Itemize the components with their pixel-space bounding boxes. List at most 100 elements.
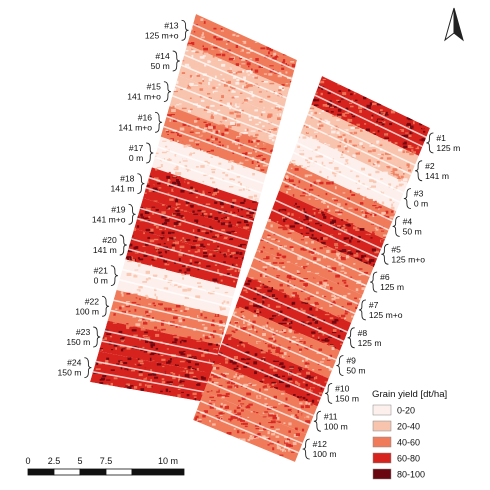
- left-plot-texture: [125, 227, 242, 289]
- scale-bar: 0 2.5 5 7.5 10 m: [25, 456, 185, 476]
- legend-swatch: [372, 452, 392, 464]
- left-plot-22: [107, 290, 228, 345]
- plot-treatment: 50 m: [151, 61, 170, 71]
- right-plot-label: #30 m: [403, 188, 428, 210]
- plot-id: #14: [155, 51, 170, 61]
- brace-icon: [403, 188, 411, 210]
- plot-id: #1: [436, 133, 446, 143]
- legend-label: 20-40: [397, 422, 420, 432]
- legend-swatch: [372, 468, 392, 480]
- plot-id: #23: [76, 327, 91, 337]
- plot-treatment: 125 m+o: [391, 254, 425, 264]
- left-plot-texture: [186, 16, 296, 87]
- plot-id: #6: [380, 272, 390, 282]
- left-plot-label: #210 m: [94, 265, 118, 287]
- plot-treatment: 100 m: [75, 306, 99, 316]
- right-plot-texture: [227, 305, 339, 376]
- plot-id: #4: [403, 216, 413, 226]
- plot-treatment: 50 m: [346, 366, 365, 376]
- right-plot-texture: [194, 395, 303, 458]
- plot-treatment: 141 m+o: [118, 122, 152, 132]
- brace-icon: [370, 271, 378, 293]
- legend-label: 60-80: [397, 454, 420, 464]
- left-plot-texture: [143, 168, 258, 230]
- legend-swatch: [372, 420, 392, 432]
- plot-treatment: 150 m: [66, 337, 90, 347]
- legend-swatch: [372, 436, 392, 448]
- brace-icon: [172, 50, 180, 72]
- plot-id: #12: [313, 439, 328, 449]
- right-plot-texture: [237, 279, 348, 349]
- brace-icon: [415, 160, 423, 182]
- brace-icon: [128, 203, 136, 225]
- brace-icon: [302, 438, 310, 460]
- left-strip-field: [90, 14, 297, 402]
- left-plot-23: [98, 320, 221, 374]
- plot-treatment: 141 m: [93, 245, 117, 255]
- brace-icon: [146, 142, 154, 164]
- plot-treatment: 125 m: [380, 282, 404, 292]
- left-plot-label: #170 m: [129, 142, 154, 164]
- right-plot-texture: [259, 219, 371, 294]
- plot-id: #2: [425, 161, 435, 171]
- plot-id: #21: [94, 266, 109, 276]
- plot-id: #18: [120, 174, 135, 184]
- legend-label: 0-20: [397, 406, 415, 416]
- plot-id: #19: [111, 204, 126, 214]
- brace-icon: [102, 295, 110, 317]
- plot-id: #13: [164, 20, 179, 30]
- right-plot-texture: [206, 362, 315, 432]
- legend-label: 80-100: [397, 470, 425, 480]
- scale-label: 10 m: [158, 456, 178, 466]
- brace-icon: [119, 234, 127, 256]
- plot-id: #7: [369, 300, 379, 310]
- right-strip-field: [193, 76, 430, 462]
- scale-label: 5: [77, 456, 82, 466]
- plot-id: #9: [346, 356, 356, 366]
- brace-icon: [347, 327, 355, 349]
- right-plot-texture: [311, 78, 427, 154]
- brace-icon: [137, 173, 145, 195]
- right-plot-texture: [214, 334, 328, 403]
- legend-title: Grain yield [dt/ha]: [372, 389, 447, 400]
- plot-id: #16: [138, 112, 153, 122]
- right-plot-texture: [303, 107, 416, 182]
- scale-label: 0: [25, 456, 30, 466]
- left-plot-texture: [110, 291, 228, 346]
- left-plot-texture: [161, 108, 275, 171]
- left-plot-texture: [179, 44, 289, 116]
- right-plot-label: #450 m: [392, 215, 422, 237]
- brace-icon: [325, 382, 333, 404]
- north-arrow-icon: [444, 7, 464, 42]
- brace-icon: [163, 81, 171, 103]
- plot-treatment: 0 m: [414, 199, 428, 209]
- plot-treatment: 125 m+o: [145, 30, 179, 40]
- plot-id: #8: [358, 328, 368, 338]
- right-plot-texture: [280, 161, 396, 238]
- plot-treatment: 150 m: [58, 368, 82, 378]
- legend-swatch: [372, 404, 392, 416]
- brace-icon: [93, 326, 101, 348]
- plot-id: #5: [391, 244, 401, 254]
- right-plot-label: #950 m: [336, 355, 365, 377]
- plot-id: #24: [67, 358, 82, 368]
- right-plot-texture: [248, 250, 362, 319]
- brace-icon: [84, 357, 92, 379]
- legend: Grain yield [dt/ha] 0-20 20-40 40-60 60-80 8…: [372, 389, 447, 480]
- right-plot-texture: [292, 134, 408, 210]
- scale-label: 7.5: [100, 456, 113, 466]
- plot-id: #3: [414, 189, 424, 199]
